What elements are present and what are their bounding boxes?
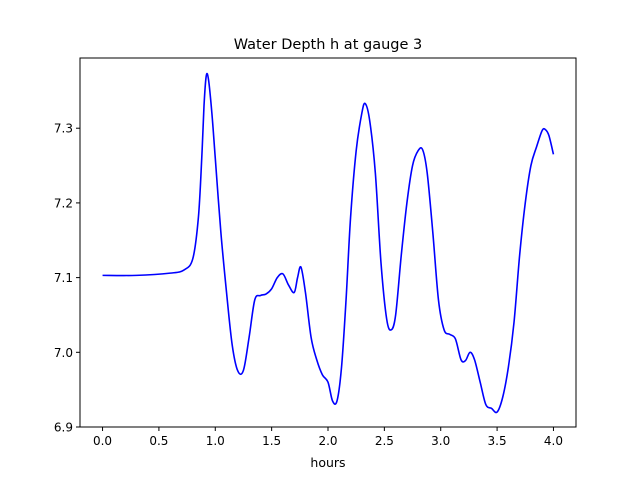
series-line xyxy=(102,72,555,414)
x-tick-label: 3.5 xyxy=(488,434,507,448)
x-tick-label: 2.0 xyxy=(318,434,337,448)
y-tick-label: 7.3 xyxy=(54,122,73,136)
x-tick-label: 1.0 xyxy=(206,434,225,448)
y-tick-label: 7.2 xyxy=(54,196,73,210)
y-tick-label: 6.9 xyxy=(54,421,73,435)
y-tick-label: 7.0 xyxy=(54,346,73,360)
plot-area xyxy=(80,58,576,427)
y-axis: 6.9 7.0 7.1 7.2 7.3 xyxy=(54,122,80,435)
x-tick-label: 3.0 xyxy=(431,434,450,448)
chart-title: Water Depth h at gauge 3 xyxy=(234,37,422,53)
x-tick-label: 1.5 xyxy=(262,434,281,448)
series-layer xyxy=(102,72,555,414)
y-tick-label: 7.1 xyxy=(54,271,73,285)
x-tick-label: 0.5 xyxy=(149,434,168,448)
x-axis: 0.0 0.5 1.0 1.5 2.0 2.5 3.0 3.5 4.0 xyxy=(93,427,563,448)
x-tick-label: 0.0 xyxy=(93,434,112,448)
x-axis-label: hours xyxy=(310,455,345,470)
x-tick-label: 4.0 xyxy=(544,434,563,448)
x-tick-label: 2.5 xyxy=(375,434,394,448)
